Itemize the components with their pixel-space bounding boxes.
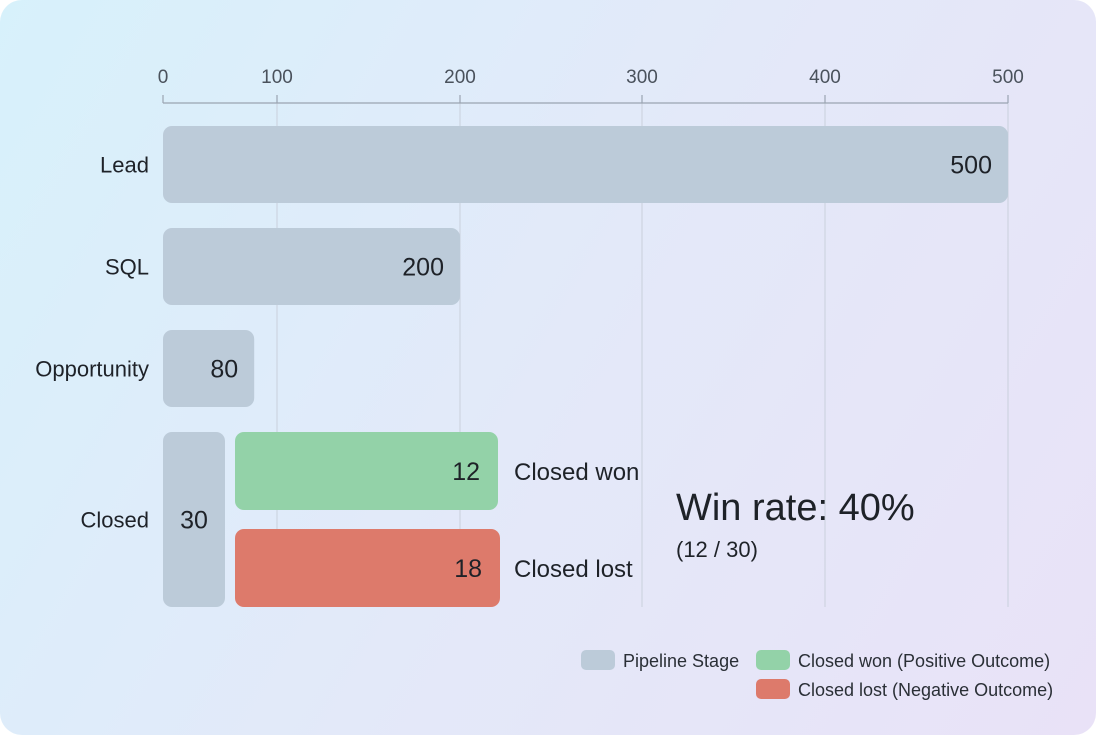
- bar-value-label: 500: [950, 152, 992, 180]
- x-tick-label: 0: [158, 67, 169, 88]
- legend-label: Closed lost (Negative Outcome): [798, 680, 1053, 700]
- bar-value-label: 200: [402, 254, 444, 282]
- bar-opportunity: [163, 330, 255, 407]
- bar-closed-won: [235, 432, 498, 510]
- x-tick-label: 200: [444, 67, 476, 88]
- x-tick-label: 100: [261, 67, 293, 88]
- category-label: SQL: [105, 255, 149, 280]
- bar-closed-lost: [235, 529, 500, 607]
- legend-swatch: [756, 679, 790, 699]
- category-label: Lead: [100, 153, 149, 178]
- bar-category-label: Closed won: [514, 459, 639, 486]
- win-rate-title: Win rate: 40%: [676, 487, 915, 529]
- bar-sql: [163, 228, 460, 305]
- legend-swatch: [581, 650, 615, 670]
- x-tick-label: 300: [626, 67, 658, 88]
- bar-value-label: 80: [210, 356, 238, 384]
- bar-value-label: 12: [452, 458, 480, 486]
- category-label: Closed: [81, 508, 149, 533]
- legend-swatch: [756, 650, 790, 670]
- x-tick-label: 500: [992, 67, 1024, 88]
- x-tick-label: 400: [809, 67, 841, 88]
- bar-lead: [163, 126, 1008, 203]
- legend-label: Closed won (Positive Outcome): [798, 651, 1050, 671]
- bar-value-label: 18: [454, 555, 482, 583]
- category-label: Opportunity: [35, 357, 149, 382]
- bar-closed: [163, 432, 225, 607]
- bar-category-label: Closed lost: [514, 556, 633, 583]
- legend-label: Pipeline Stage: [623, 651, 739, 671]
- bar-value-label: 30: [180, 507, 208, 535]
- win-rate-subtitle: (12 / 30): [676, 537, 758, 562]
